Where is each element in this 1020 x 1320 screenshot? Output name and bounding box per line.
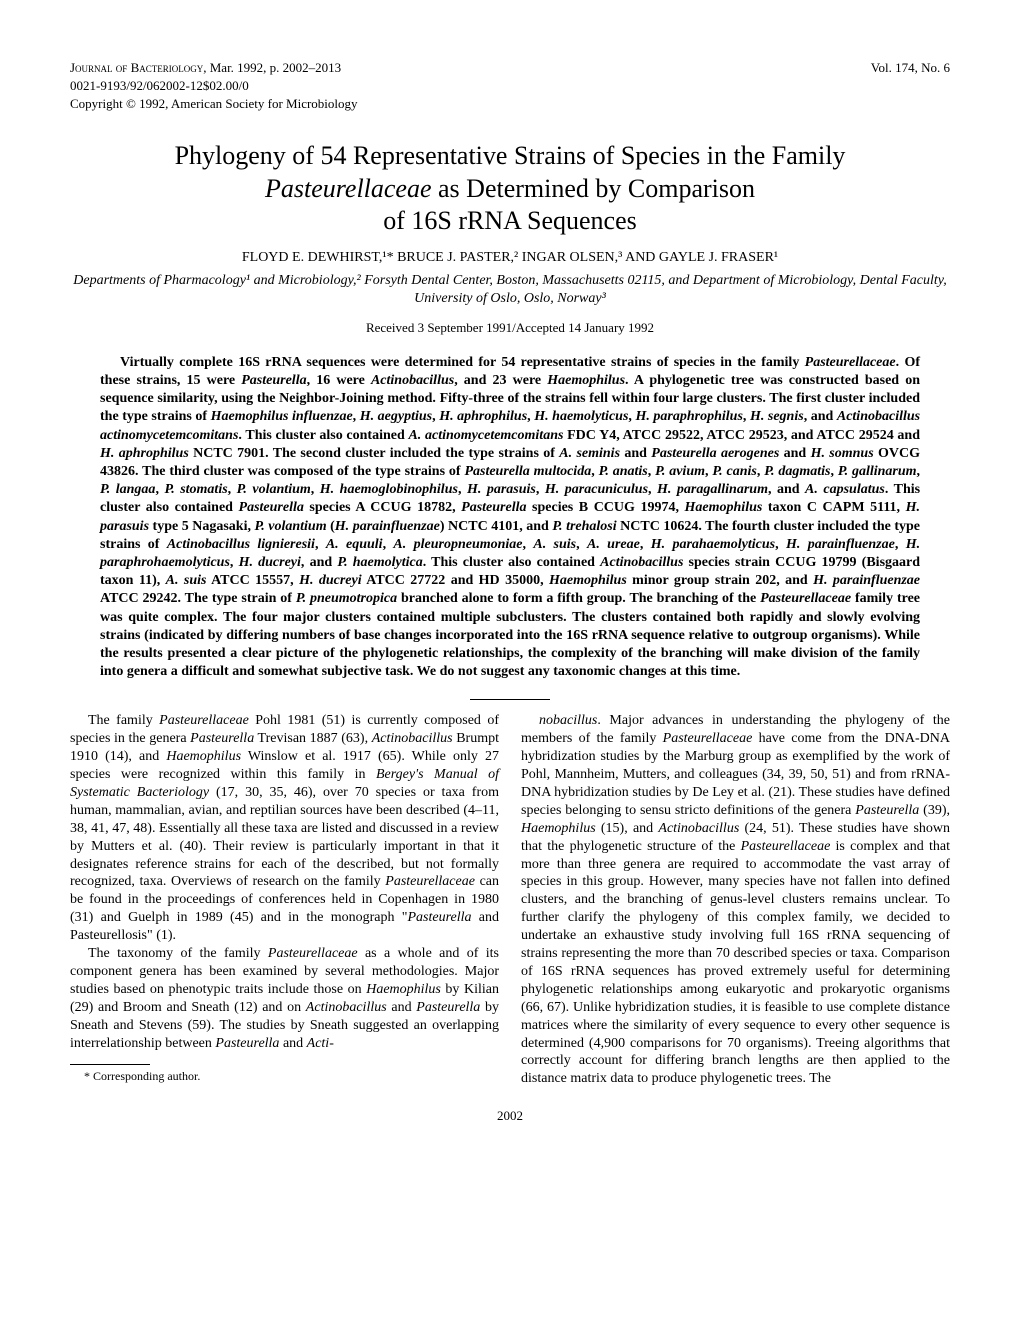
- journal-citation: Journal of Bacteriology, Mar. 1992, p. 2…: [70, 60, 341, 76]
- title-line3: of 16S rRNA Sequences: [383, 206, 636, 235]
- header-row: Journal of Bacteriology, Mar. 1992, p. 2…: [70, 60, 950, 76]
- affiliations: Departments of Pharmacology¹ and Microbi…: [70, 272, 950, 308]
- body-paragraph-3: nobacillus. Major advances in understand…: [521, 712, 950, 1088]
- footnote-divider: [70, 1064, 150, 1065]
- title-line1: Phylogeny of 54 Representative Strains o…: [175, 141, 846, 170]
- volume-issue: Vol. 174, No. 6: [871, 60, 950, 76]
- body-text: The family Pasteurellaceae Pohl 1981 (51…: [70, 712, 950, 1088]
- copyright: Copyright © 1992, American Society for M…: [70, 96, 950, 112]
- issn: 0021-9193/92/062002-12$02.00/0: [70, 78, 950, 94]
- authors: FLOYD E. DEWHIRST,¹* BRUCE J. PASTER,² I…: [70, 250, 950, 266]
- journal-name: Journal of Bacteriology,: [70, 60, 206, 75]
- abstract-divider: [470, 699, 550, 700]
- abstract: Virtually complete 16S rRNA sequences we…: [100, 354, 920, 681]
- date-pages: Mar. 1992, p. 2002–2013: [210, 60, 341, 75]
- body-paragraph-2: The taxonomy of the family Pasteurellace…: [70, 945, 499, 1052]
- article-title: Phylogeny of 54 Representative Strains o…: [70, 140, 950, 238]
- body-paragraph-1: The family Pasteurellaceae Pohl 1981 (51…: [70, 712, 499, 945]
- received-date: Received 3 September 1991/Accepted 14 Ja…: [70, 320, 950, 336]
- title-line2-italic: Pasteurellaceae: [265, 174, 432, 203]
- title-line2-rest: as Determined by Comparison: [432, 174, 756, 203]
- page-number: 2002: [70, 1108, 950, 1124]
- corresponding-author-footnote: * Corresponding author.: [70, 1069, 499, 1084]
